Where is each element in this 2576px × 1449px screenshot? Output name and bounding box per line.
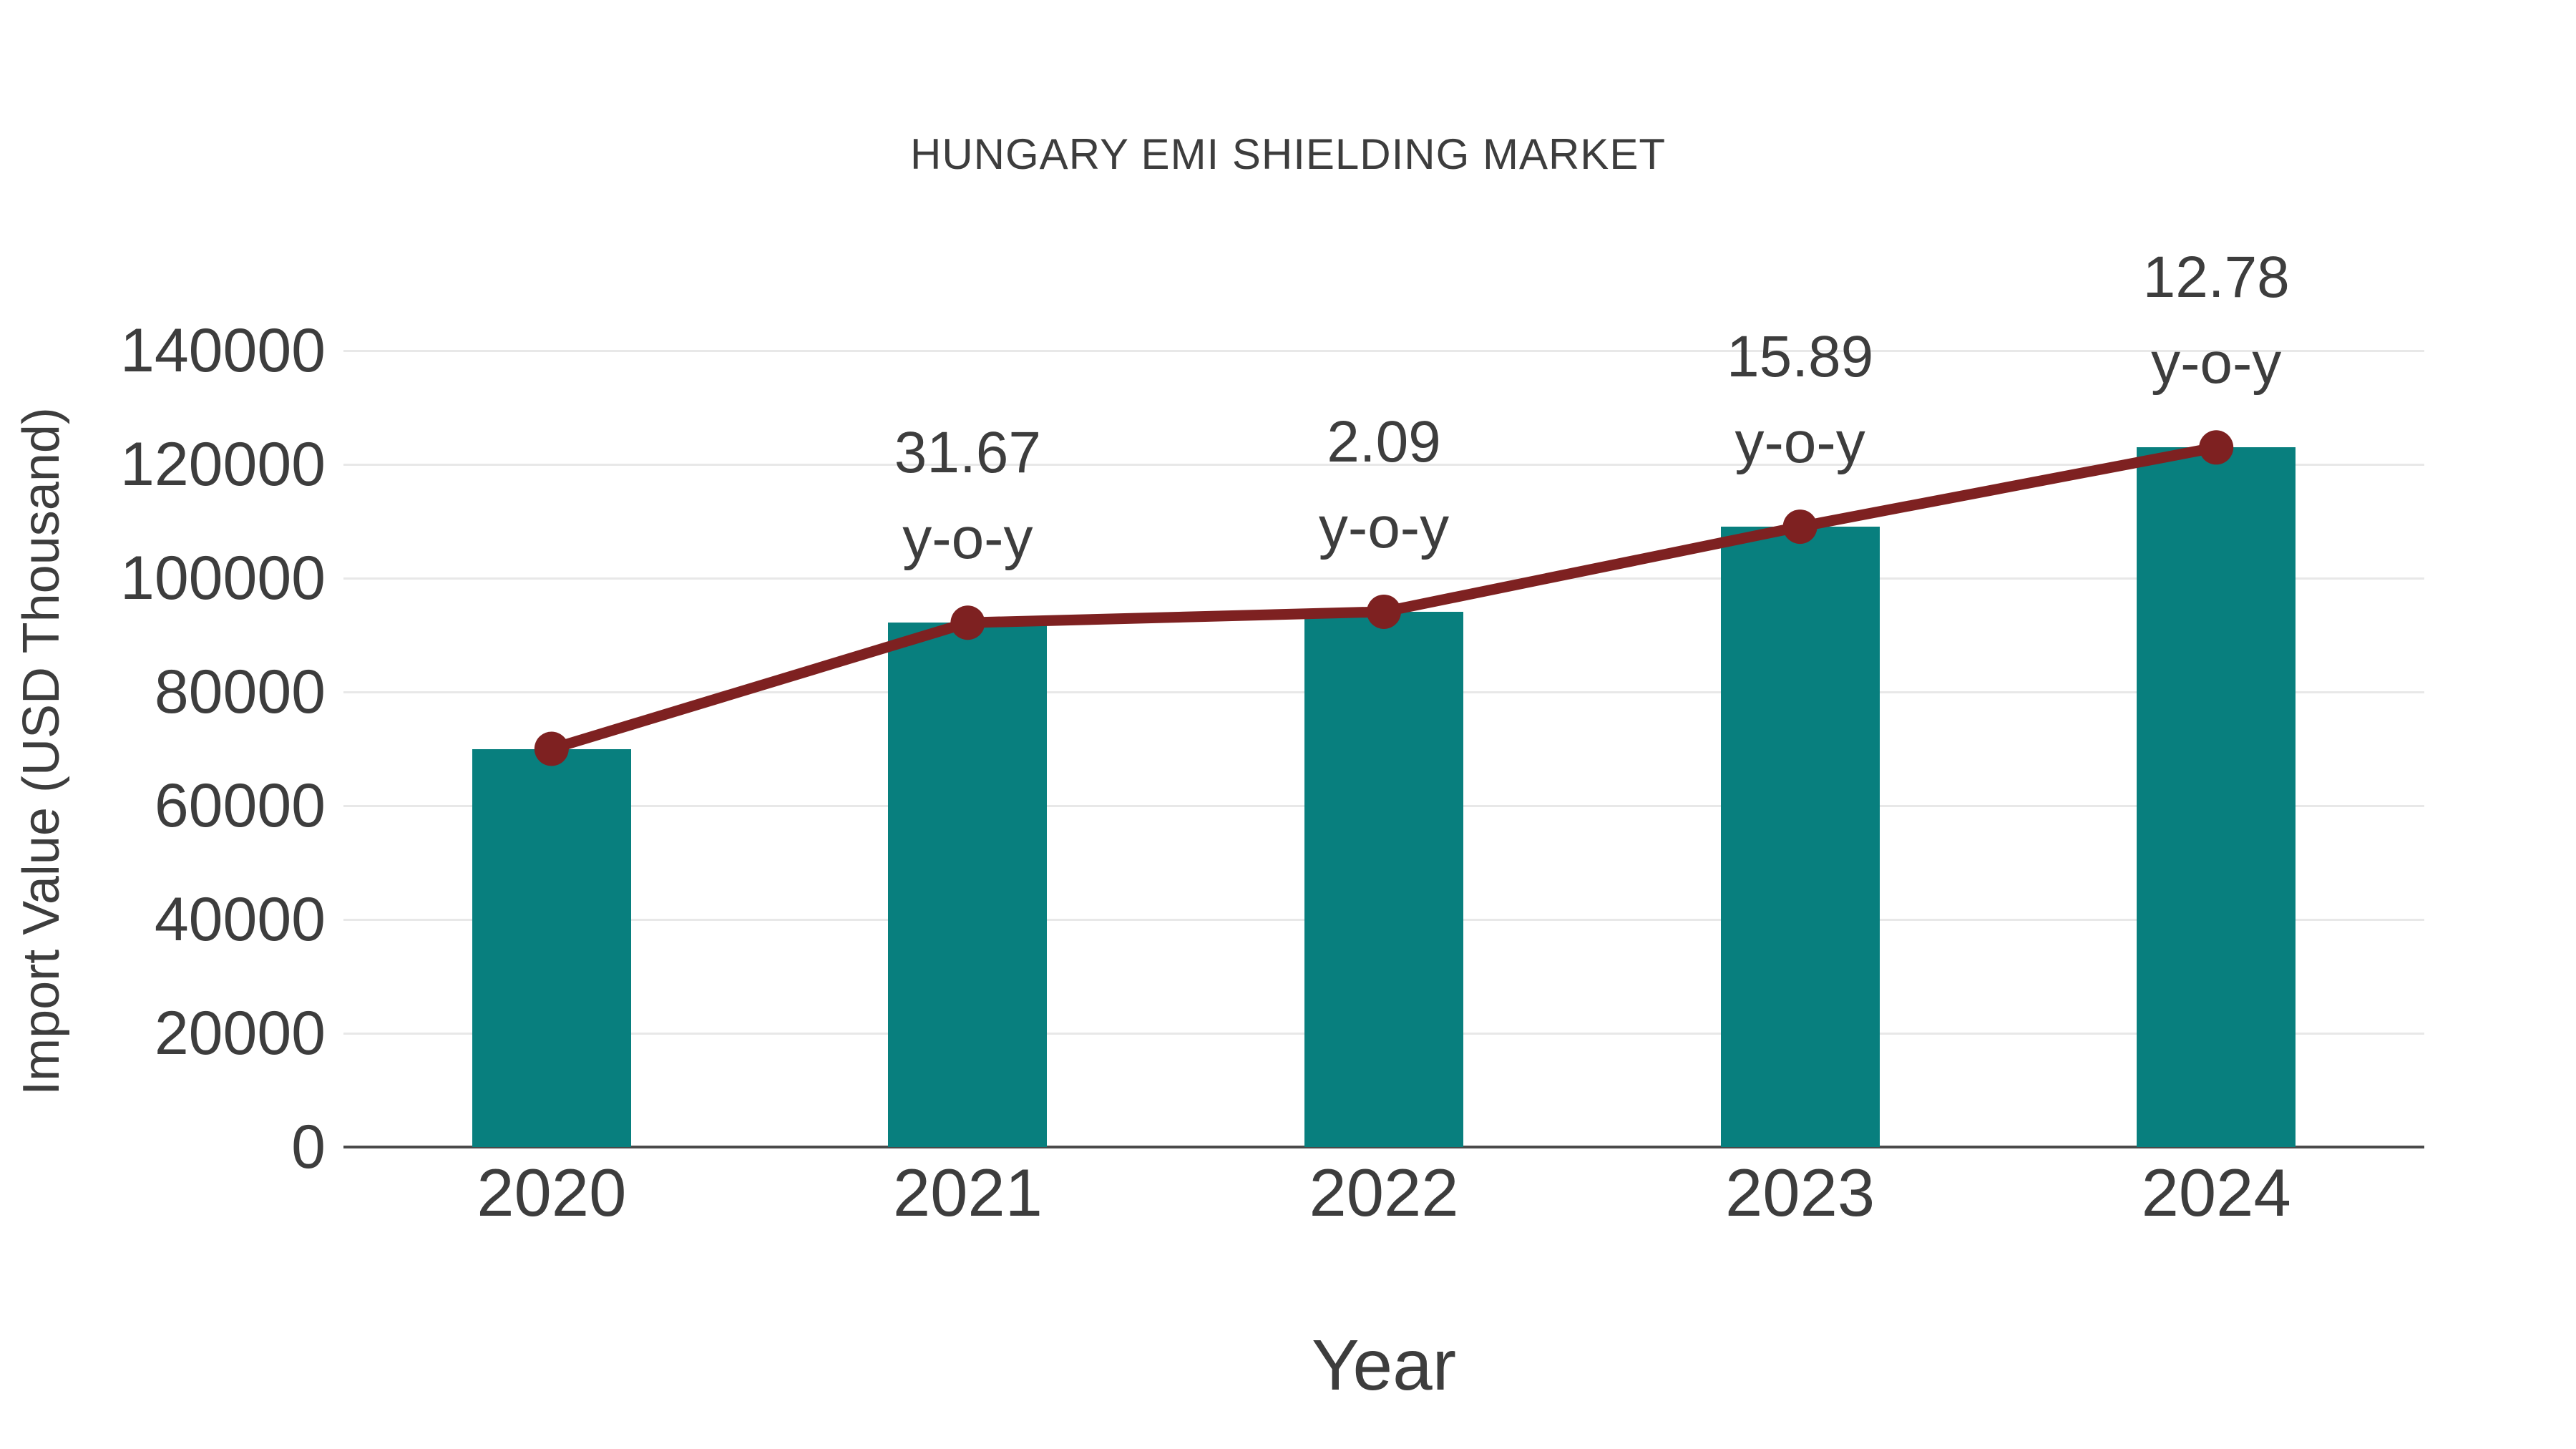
bar-2020	[472, 748, 631, 1147]
y-tick-0: 0	[291, 1113, 326, 1181]
x-tick-2022: 2022	[1309, 1155, 1459, 1230]
x-axis-title: Year	[1311, 1325, 1457, 1405]
x-axis-line	[343, 1146, 2424, 1148]
y-tick-80000: 80000	[154, 658, 326, 726]
y-axis-title: Import Value (USD Thousand)	[13, 407, 70, 1096]
y-tick-140000: 140000	[120, 316, 326, 385]
bar-2023	[1720, 527, 1880, 1147]
y-tick-120000: 120000	[120, 430, 326, 499]
bar-2022	[1304, 611, 1463, 1147]
annotation-value: 2.09	[1327, 409, 1441, 474]
annotation-suffix: y-o-y	[2151, 331, 2282, 396]
annotation-value: 12.78	[2142, 245, 2290, 311]
x-tick-2021: 2021	[892, 1155, 1043, 1230]
x-tick-2023: 2023	[1725, 1155, 1875, 1230]
x-tick-2024: 2024	[2141, 1155, 2291, 1230]
annotation-value: 31.67	[894, 420, 1041, 486]
y-tick-100000: 100000	[120, 544, 326, 613]
annotation-suffix: y-o-y	[902, 506, 1033, 572]
annotation-2023: 15.89 y-o-y	[1727, 314, 1873, 486]
bar-2024	[2137, 447, 2296, 1147]
chart-title: HUNGARY EMI SHIELDING MARKET	[910, 130, 1666, 178]
annotation-suffix: y-o-y	[1735, 410, 1865, 476]
annotation-2022: 2.09 y-o-y	[1319, 399, 1449, 571]
annotation-suffix: y-o-y	[1318, 494, 1450, 560]
bar-2021	[888, 623, 1048, 1147]
x-tick-2020: 2020	[477, 1155, 627, 1230]
annotation-2021: 31.67 y-o-y	[894, 410, 1041, 582]
annotation-value: 15.89	[1726, 324, 1874, 390]
annotation-2024: 12.78 y-o-y	[2143, 235, 2290, 406]
y-tick-60000: 60000	[154, 771, 326, 840]
y-tick-40000: 40000	[154, 885, 326, 954]
y-tick-20000: 20000	[154, 999, 326, 1068]
gridline-140000	[343, 349, 2424, 352]
